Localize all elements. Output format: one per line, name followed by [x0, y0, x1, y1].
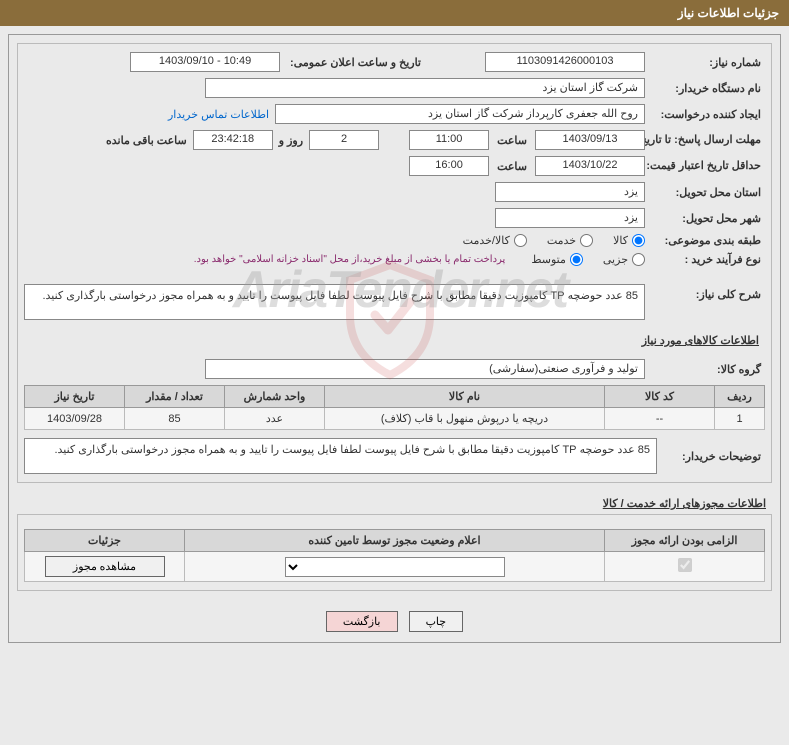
city-value: یزد: [495, 208, 645, 228]
permit-details-cell: مشاهده مجوز: [25, 552, 185, 582]
group-value: تولید و فرآوری صنعتی(سفارشی): [205, 359, 645, 379]
table-row: مشاهده مجوز: [25, 552, 765, 582]
category-radio-service[interactable]: [580, 234, 593, 247]
announce-value: 1403/09/10 - 10:49: [130, 52, 280, 72]
deadline-date: 1403/09/13: [535, 130, 645, 150]
permit-required-checkbox: [678, 558, 692, 572]
deadline-days: 2: [309, 130, 379, 150]
purchase-type-label: نوع فرآیند خرید :: [645, 253, 765, 266]
deadline-time-label: ساعت: [489, 134, 535, 147]
category-radio-goods[interactable]: [632, 234, 645, 247]
need-number-label: شماره نیاز:: [645, 56, 765, 69]
buyer-org-label: نام دستگاه خریدار:: [645, 82, 765, 95]
group-label: گروه کالا:: [645, 363, 765, 376]
deadline-label: مهلت ارسال پاسخ: تا تاریخ:: [645, 133, 765, 147]
summary-text: 85 عدد حوضچه TP کامپوزیت دقیقا مطابق با …: [24, 284, 645, 320]
deadline-remain-suffix: ساعت باقی مانده: [102, 134, 193, 147]
back-button[interactable]: بازگشت: [326, 611, 398, 632]
permits-table: الزامی بودن ارائه مجوز اعلام وضعیت مجوز …: [24, 529, 765, 582]
validity-date: 1403/10/22: [535, 156, 645, 176]
permits-title: اطلاعات مجوزهای ارائه خدمت / کالا: [17, 493, 772, 514]
city-label: شهر محل تحویل:: [645, 212, 765, 225]
purchase-opt-medium[interactable]: متوسط: [531, 253, 583, 266]
category-opt-service[interactable]: خدمت: [547, 234, 593, 247]
purchase-radio-medium[interactable]: [570, 253, 583, 266]
items-section-title: اطلاعات کالاهای مورد نیاز: [24, 330, 765, 351]
items-table-header: ردیف کد کالا نام کالا واحد شمارش تعداد /…: [25, 386, 765, 408]
validity-time-label: ساعت: [489, 160, 535, 173]
purchase-opt-small[interactable]: جزیی: [603, 253, 645, 266]
purchase-radio-small[interactable]: [632, 253, 645, 266]
province-value: یزد: [495, 182, 645, 202]
view-permit-button[interactable]: مشاهده مجوز: [45, 556, 165, 577]
requester-value: روح الله جعفری کارپرداز شرکت گاز استان ی…: [275, 104, 645, 124]
deadline-days-word: روز و: [273, 134, 309, 147]
announce-label: تاریخ و ساعت اعلان عمومی:: [286, 56, 425, 69]
deadline-remain: 23:42:18: [193, 130, 273, 150]
permit-status-select[interactable]: [285, 557, 505, 577]
table-row: 1 -- دریچه یا درپوش منهول با قاب (کلاف) …: [25, 408, 765, 430]
validity-label: حداقل تاریخ اعتبار قیمت: تا تاریخ:: [645, 159, 765, 173]
deadline-time: 11:00: [409, 130, 489, 150]
main-panel: شماره نیاز: 1103091426000103 تاریخ و ساع…: [8, 34, 781, 643]
requester-label: ایجاد کننده درخواست:: [645, 108, 765, 121]
category-opt-goods[interactable]: کالا: [613, 234, 645, 247]
print-button[interactable]: چاپ: [409, 611, 464, 632]
permit-required-cell: [605, 552, 765, 582]
need-number-value: 1103091426000103: [485, 52, 645, 72]
category-radio-both[interactable]: [514, 234, 527, 247]
buyer-org-value: شرکت گاز استان یزد: [205, 78, 645, 98]
buyer-contact-link[interactable]: اطلاعات تماس خریدار: [162, 108, 275, 121]
details-section: شماره نیاز: 1103091426000103 تاریخ و ساع…: [17, 43, 772, 483]
permits-table-header: الزامی بودن ارائه مجوز اعلام وضعیت مجوز …: [25, 530, 765, 552]
purchase-note: پرداخت تمام یا بخشی از مبلغ خرید،از محل …: [194, 254, 512, 265]
items-table: ردیف کد کالا نام کالا واحد شمارش تعداد /…: [24, 385, 765, 430]
category-opt-both[interactable]: کالا/خدمت: [463, 234, 527, 247]
purchase-type-group: جزیی متوسط: [531, 253, 645, 266]
action-buttons: چاپ بازگشت: [17, 601, 772, 634]
province-label: استان محل تحویل:: [645, 186, 765, 199]
buyer-desc-text: 85 عدد حوضچه TP کامپوزیت دقیقا مطابق با …: [24, 438, 657, 474]
page-header: جزئیات اطلاعات نیاز: [0, 0, 789, 26]
permits-section: الزامی بودن ارائه مجوز اعلام وضعیت مجوز …: [17, 514, 772, 591]
permit-status-cell: [185, 552, 605, 582]
category-radio-group: کالا خدمت کالا/خدمت: [463, 234, 645, 247]
validity-time: 16:00: [409, 156, 489, 176]
category-label: طبقه بندی موضوعی:: [645, 234, 765, 247]
summary-label: شرح کلی نیاز:: [645, 284, 765, 301]
page-title: جزئیات اطلاعات نیاز: [678, 6, 779, 20]
buyer-desc-label: توضیحات خریدار:: [665, 438, 765, 463]
